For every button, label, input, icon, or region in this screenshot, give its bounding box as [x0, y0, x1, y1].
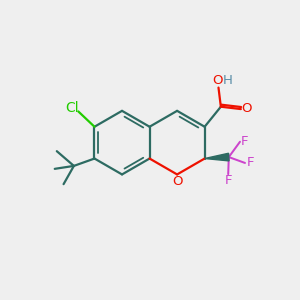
Text: F: F [225, 174, 232, 187]
Text: Cl: Cl [65, 101, 79, 115]
Polygon shape [205, 153, 229, 161]
Text: O: O [241, 102, 251, 115]
Text: F: F [241, 135, 248, 148]
Text: H: H [222, 74, 232, 87]
Text: F: F [247, 157, 254, 169]
Text: O: O [172, 175, 183, 188]
Text: O: O [212, 74, 223, 87]
